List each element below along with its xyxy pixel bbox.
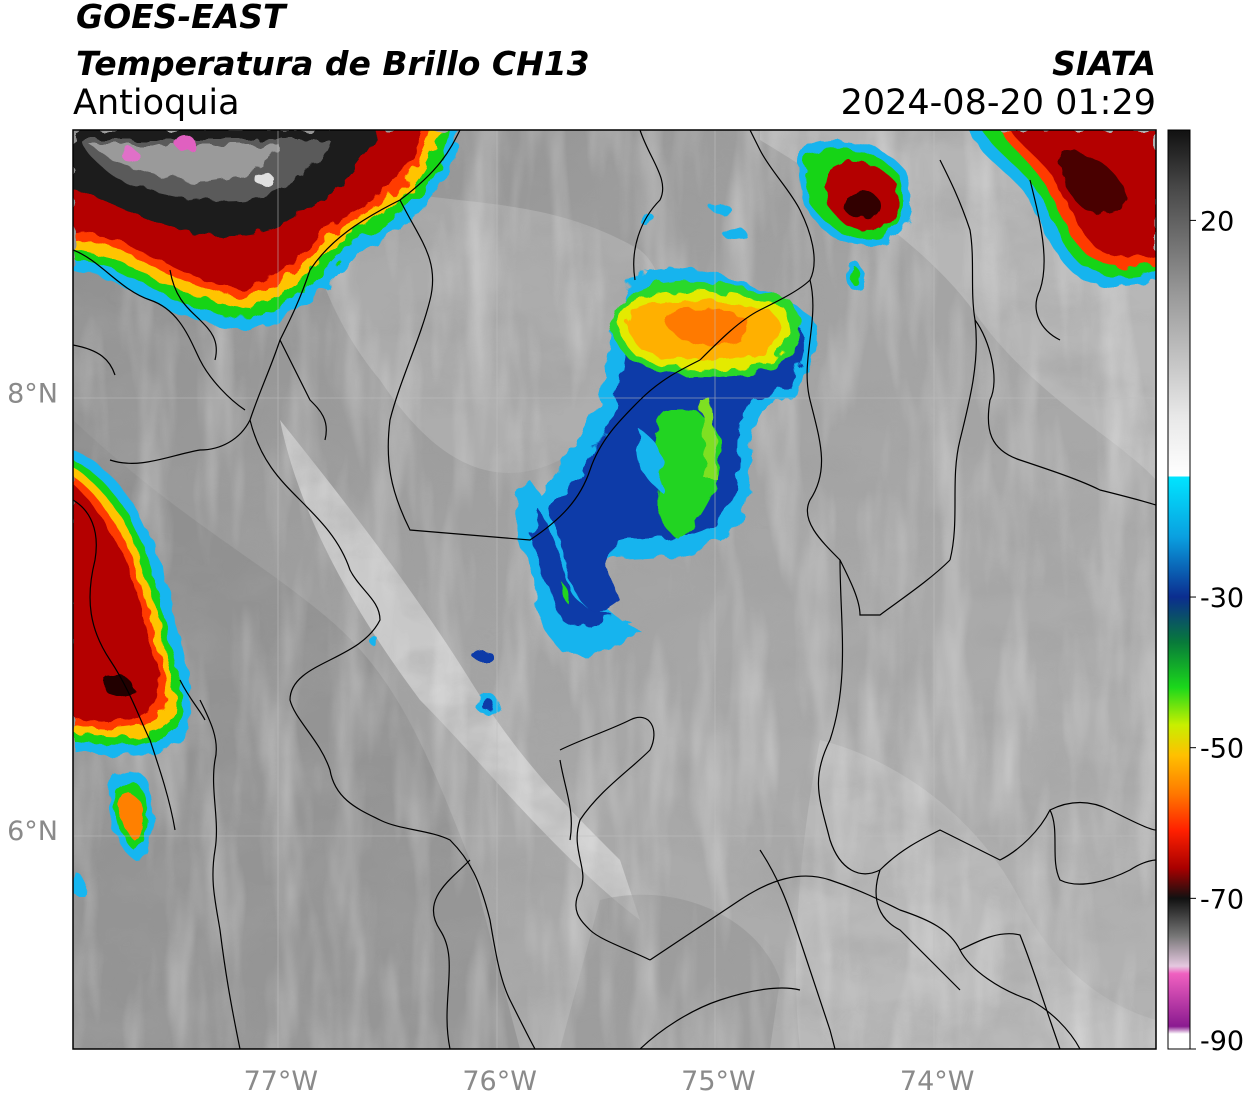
title-agency: SIATA [1052,44,1156,83]
map-frame [72,129,1157,1050]
title-region: Antioquia [73,83,240,123]
latitude-tick-labels: 8°N 6°N [7,379,58,848]
title-datetime: 2024-08-20 01:29 [840,83,1156,123]
colorbar-tick-label: -90 [1200,1026,1244,1057]
lon-tick-label: 76°W [462,1066,537,1097]
lat-tick-label: 8°N [7,379,58,410]
longitude-tick-labels: 77°W 76°W 75°W 74°W [244,1066,975,1097]
colorbar-frame [1167,129,1191,1050]
lon-tick-label: 77°W [244,1066,319,1097]
title-product: Temperatura de Brillo CH13 [76,44,590,83]
lon-tick-label: 75°W [681,1066,756,1097]
colorbar-tick-label: -50 [1200,734,1244,765]
cloud-top-central [370,203,864,715]
cloud-top-northeast [798,130,1156,287]
cloud-top-northwest [73,130,460,330]
colorbar-tick-label: 20 [1200,206,1234,237]
map-imagery [73,130,1156,1049]
colorbar-tick-label: -30 [1200,583,1244,614]
title-satellite: GOES-EAST [76,0,286,36]
colorbar: 20 -30 -50 -70 -90 [1167,129,1244,1057]
lon-tick-label: 74°W [900,1066,975,1097]
map-gridlines [73,130,1156,1049]
colorbar-tick-label: -70 [1200,884,1244,915]
colorbar-gradient [1168,130,1190,1049]
political-boundaries [73,130,1156,1049]
lat-tick-label: 6°N [7,816,58,847]
colorbar-tick-labels: 20 -30 -50 -70 -90 [1190,206,1244,1057]
